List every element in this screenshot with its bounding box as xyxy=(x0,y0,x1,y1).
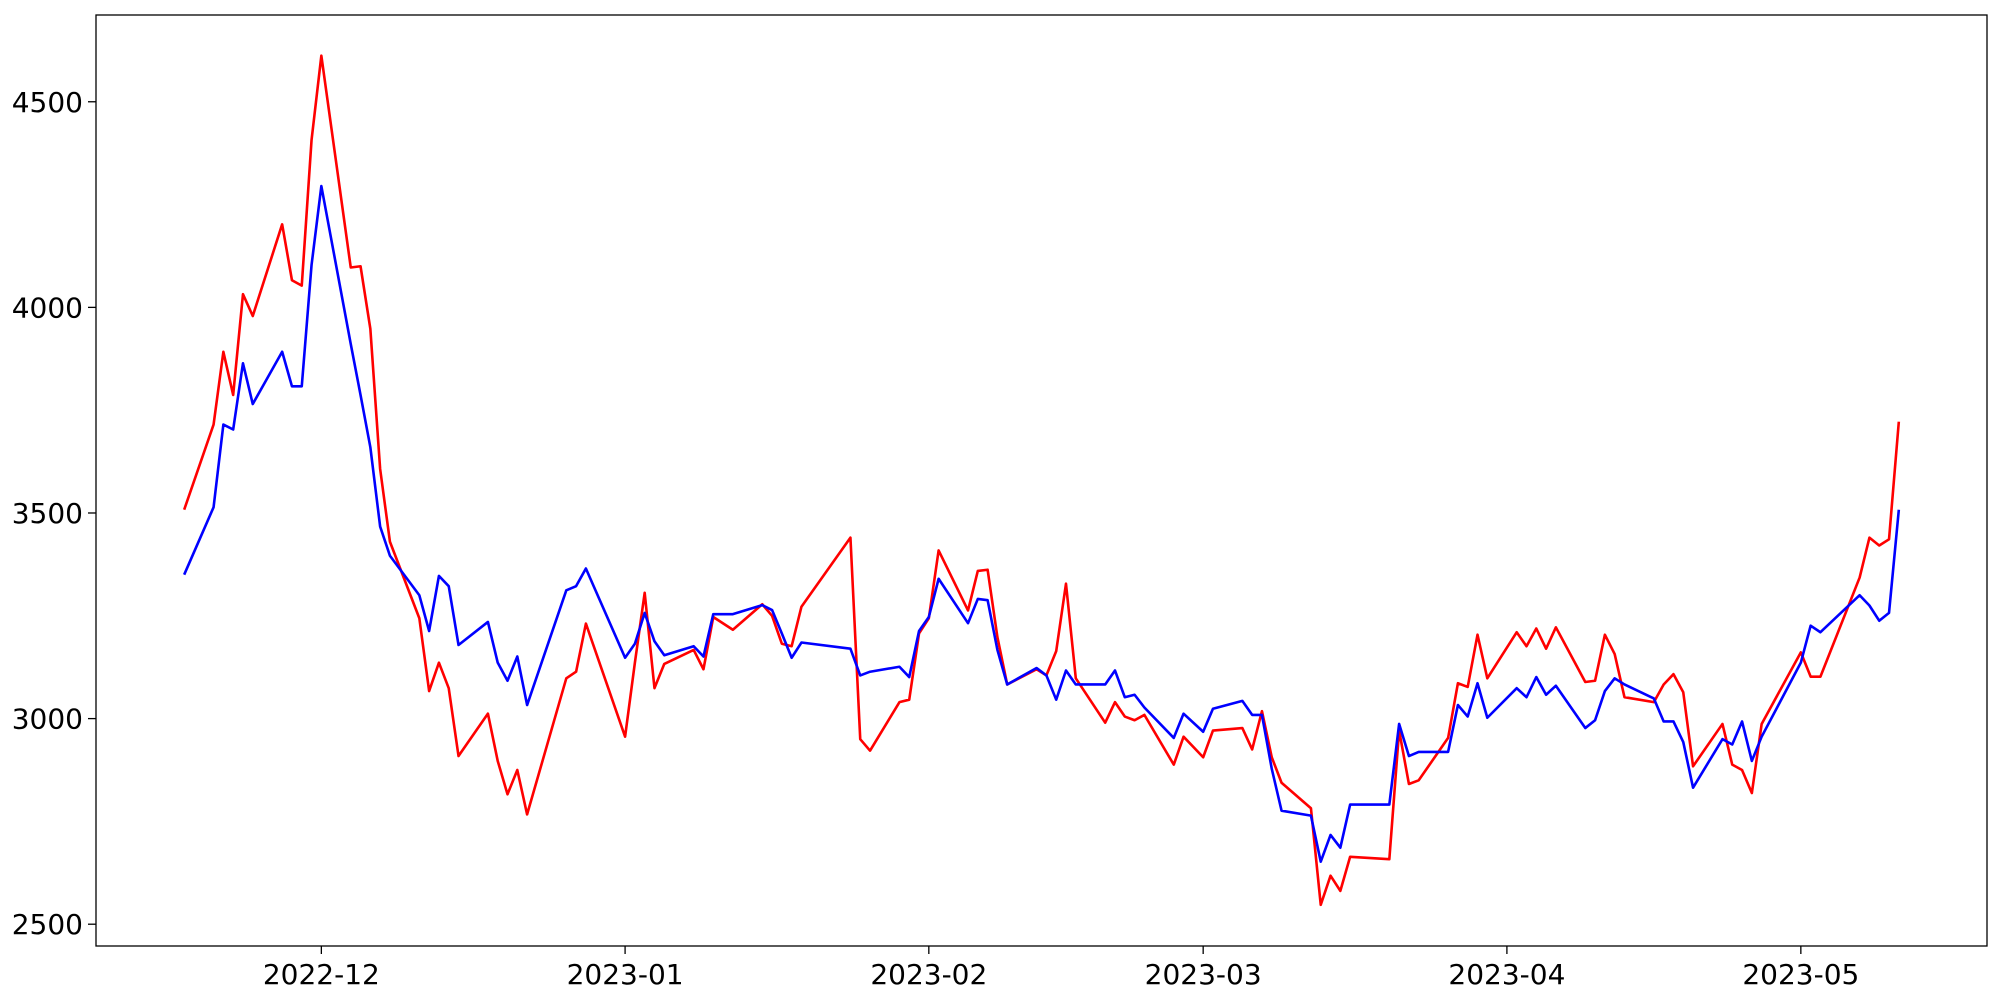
x-tick-label: 2022-12 xyxy=(263,958,380,991)
series-line xyxy=(182,184,1901,863)
x-tick-label: 2023-05 xyxy=(1742,958,1859,991)
series-line xyxy=(182,54,1901,907)
y-tick-label: 3000 xyxy=(12,703,83,736)
y-tick-label: 4500 xyxy=(12,86,83,119)
y-tick-label: 3500 xyxy=(12,497,83,530)
y-tick-label: 4000 xyxy=(12,291,83,324)
plot-frame xyxy=(95,14,1988,947)
y-tick-label: 2500 xyxy=(12,908,83,941)
x-tick-label: 2023-03 xyxy=(1145,958,1262,991)
x-tick-label: 2023-01 xyxy=(567,958,684,991)
x-tick-label: 2023-04 xyxy=(1448,958,1565,991)
x-tick-label: 2023-02 xyxy=(870,958,987,991)
